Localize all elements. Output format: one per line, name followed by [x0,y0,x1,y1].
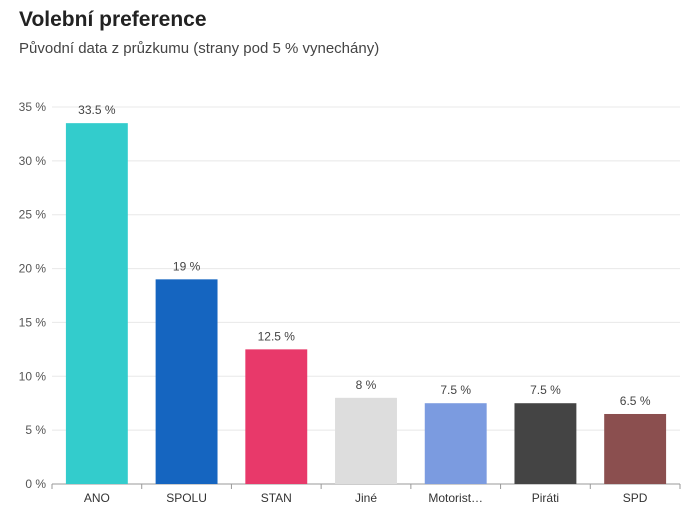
y-tick-label: 20 % [19,262,47,276]
bar [424,403,487,484]
chart-subtitle: Původní data z průzkumu (strany pod 5 % … [19,40,380,57]
x-category-label: SPD [623,491,648,505]
y-tick-label: 15 % [19,315,47,329]
bar [604,413,667,484]
x-category-label: Piráti [532,491,559,505]
bar [245,349,308,484]
x-category-label: Motorist… [428,491,483,505]
x-category-label: STAN [261,491,292,505]
y-tick-label: 0 % [25,477,46,491]
x-category-label: Jiné [355,491,377,505]
y-tick-label: 35 % [19,100,47,114]
data-label: 7.5 % [440,383,471,397]
bar [335,397,397,484]
x-category-label: SPOLU [166,491,207,505]
y-tick-label: 10 % [19,369,47,383]
data-label: 33.5 % [78,103,116,117]
data-label: 19 % [173,259,201,273]
chart-title: Volební preference [19,8,207,31]
y-tick-label: 5 % [25,423,46,437]
y-tick-label: 25 % [19,208,47,222]
data-label: 6.5 % [620,394,651,408]
data-label: 12.5 % [258,329,296,343]
bar [514,403,577,484]
data-label: 8 % [356,378,377,392]
bar [155,279,218,484]
data-label: 7.5 % [530,383,561,397]
y-tick-label: 30 % [19,154,47,168]
x-category-label: ANO [84,491,110,505]
bar [65,123,128,485]
